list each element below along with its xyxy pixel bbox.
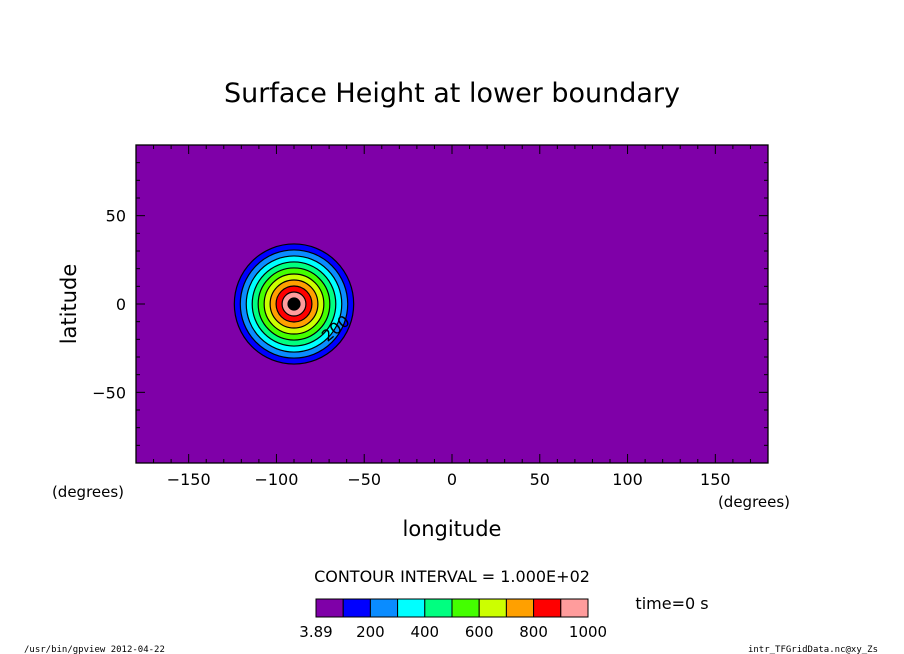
colorbar-swatch [451, 598, 480, 618]
y-unit-label: (degrees) [52, 483, 124, 501]
contour-band-10 [288, 297, 300, 311]
plot-background [136, 145, 768, 463]
x-unit-label: (degrees) [718, 493, 790, 511]
contour-lines [233, 243, 355, 365]
x-axis-ticks: −150 −100 −50 0 50 100 150 [135, 145, 769, 489]
time-label: time=0 s [635, 594, 708, 613]
colorbar-tick-label: 800 [519, 623, 548, 641]
colorbar-tick-label: 600 [465, 623, 494, 641]
y-tick-label: 50 [106, 207, 126, 226]
x-tick-label: 50 [530, 470, 550, 489]
colorbar-swatch [397, 598, 426, 618]
colorbar-ticks: 3.89 200 400 600 800 1000 [299, 623, 607, 641]
footer-left: /usr/bin/gpview 2012-04-22 [24, 645, 165, 654]
contour-line-700 [275, 285, 313, 323]
contour-line-400 [257, 267, 331, 341]
colorbar-tick-label: 200 [356, 623, 385, 641]
x-tick-label: 150 [700, 470, 731, 489]
y-axis-label: latitude [57, 264, 81, 345]
contour-line-600 [269, 279, 319, 329]
x-tick-label: −150 [167, 470, 211, 489]
colorbar-swatch [533, 598, 562, 618]
colorbar-tick-label: 1000 [569, 623, 607, 641]
contour-line-200 [245, 255, 343, 353]
x-tick-label: −50 [347, 470, 381, 489]
colorbar-swatch [369, 598, 399, 618]
y-tick-label: 0 [116, 295, 126, 314]
contour-line-boundary [233, 243, 355, 365]
contour-line-100 [239, 249, 349, 359]
colorbar-swatch [560, 598, 589, 618]
contour-line-800 [281, 291, 307, 317]
colorbar-tick-label: 400 [410, 623, 439, 641]
chart-title: Surface Height at lower boundary [224, 78, 680, 109]
colorbar-swatch [315, 598, 344, 618]
y-axis-ticks: 50 0 −50 [92, 144, 768, 464]
colorbar-swatch [478, 598, 507, 618]
x-tick-label: 100 [612, 470, 643, 489]
colorbar-swatch [342, 598, 371, 618]
contour-line-900 [287, 297, 301, 311]
footer-right: intr_TFGridData.nc@xy_Zs [748, 645, 878, 654]
colorbar-swatch [424, 598, 453, 618]
x-tick-label: 0 [447, 470, 457, 489]
plot-area [136, 145, 768, 463]
colorbar-swatch [505, 598, 535, 618]
contour-line-500 [263, 273, 325, 335]
colorbar [315, 598, 589, 618]
y-tick-label: −50 [92, 383, 126, 402]
contour-line-300 [251, 261, 337, 347]
x-axis-label: longitude [403, 517, 502, 541]
contour-interval-label: CONTOUR INTERVAL = 1.000E+02 [314, 567, 590, 586]
colorbar-tick-label: 3.89 [299, 623, 332, 641]
x-tick-label: −100 [254, 470, 298, 489]
